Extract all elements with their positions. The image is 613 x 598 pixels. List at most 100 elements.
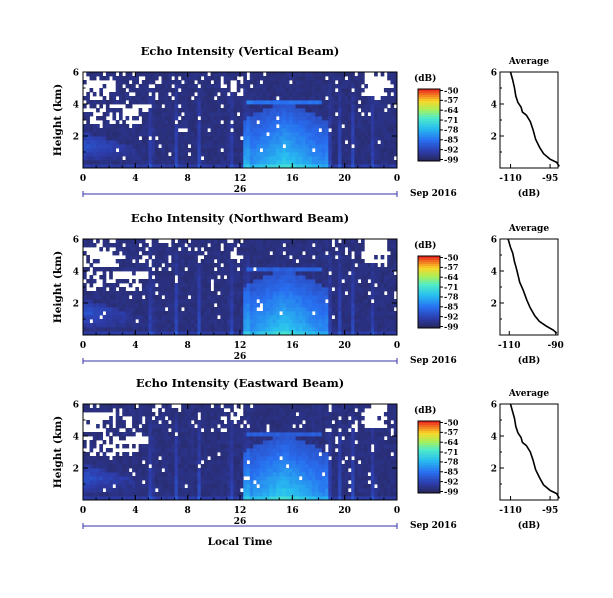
heatmap-cell	[105, 120, 110, 125]
heatmap-cell	[305, 295, 310, 300]
heatmap-cell	[190, 128, 195, 133]
heatmap-cell	[383, 152, 388, 157]
heatmap-cell	[200, 319, 205, 324]
heatmap-cell	[315, 239, 319, 244]
heatmap-cell	[295, 283, 300, 288]
heatmap-cell	[86, 432, 90, 437]
heatmap-cell	[370, 120, 375, 125]
heatmap-cell	[151, 472, 156, 477]
heatmap-cell	[370, 331, 375, 336]
average-y-tick-label: 2	[491, 133, 497, 143]
heatmap-cell	[204, 259, 208, 264]
heatmap-cell	[154, 496, 159, 501]
colorbar-tick-label: -92	[444, 311, 458, 321]
heatmap-cell	[357, 283, 362, 288]
heatmap-cell	[377, 160, 382, 165]
heatmap-cell	[338, 72, 342, 77]
heatmap-cell	[249, 295, 254, 300]
heatmap-cell	[305, 144, 310, 149]
heatmap-cell	[187, 436, 192, 441]
heatmap-cell	[154, 251, 159, 256]
heatmap-cell	[292, 164, 296, 169]
heatmap-cell	[334, 160, 339, 165]
heatmap-cell	[262, 116, 267, 121]
heatmap-cell	[266, 152, 270, 157]
heatmap-cell	[89, 100, 94, 105]
heatmap-cell	[331, 124, 336, 129]
heatmap-cell	[236, 104, 241, 109]
heatmap-cell	[289, 140, 293, 145]
heatmap-cell	[361, 160, 365, 165]
heatmap-cell	[125, 255, 130, 260]
heatmap-cell	[347, 315, 352, 320]
heatmap-cell	[190, 436, 195, 441]
heatmap-cell	[105, 243, 110, 248]
heatmap-cell	[325, 283, 329, 288]
heatmap-cell	[347, 108, 352, 113]
heatmap-cell	[115, 144, 120, 149]
heatmap-cell	[213, 136, 218, 141]
heatmap-cell	[161, 247, 166, 252]
heatmap-cell	[240, 299, 244, 304]
heatmap-cell	[393, 76, 398, 81]
heatmap-cell	[174, 315, 179, 320]
heatmap-cell	[377, 136, 382, 141]
heatmap-cell	[184, 239, 189, 244]
heatmap-cell	[370, 291, 375, 296]
heatmap-cell	[89, 124, 94, 129]
heatmap-cell	[282, 104, 287, 109]
heatmap-cell	[289, 295, 293, 300]
heatmap-cell	[253, 251, 257, 256]
heatmap-cell	[354, 295, 359, 300]
heatmap-cell	[233, 116, 238, 121]
heatmap-cell	[344, 152, 349, 157]
heatmap-cell	[262, 311, 267, 316]
heatmap-cell	[151, 428, 156, 433]
heatmap-cell	[151, 468, 156, 473]
heatmap-cell	[240, 120, 244, 125]
heatmap-cell	[338, 331, 342, 336]
heatmap-cell	[387, 315, 391, 320]
heatmap-cell	[347, 156, 352, 161]
heatmap-cell	[275, 88, 280, 93]
heatmap-cell	[154, 327, 159, 332]
heatmap-cell	[161, 484, 166, 489]
heatmap-cell	[230, 323, 234, 328]
heatmap-cell	[311, 120, 316, 125]
heatmap-cell	[128, 263, 133, 268]
heatmap-cell	[102, 456, 107, 461]
heatmap-cell	[328, 88, 332, 93]
heatmap-cell	[351, 128, 355, 133]
heatmap-cell	[390, 164, 395, 169]
heatmap-cell	[361, 327, 365, 332]
heatmap-cell	[370, 319, 375, 324]
heatmap-cell	[377, 311, 382, 316]
heatmap-cell	[161, 116, 166, 121]
heatmap-cell	[282, 76, 287, 81]
heatmap-cell	[347, 283, 352, 288]
heatmap-cell	[279, 88, 283, 93]
heatmap-cell	[246, 136, 251, 141]
heatmap-cell	[158, 416, 162, 421]
heatmap-cell	[266, 144, 270, 149]
heatmap-cell	[318, 247, 323, 252]
heatmap-cell	[181, 472, 185, 477]
heatmap-cell	[226, 104, 231, 109]
heatmap-cell	[341, 120, 346, 125]
heatmap-cell	[145, 323, 149, 328]
heatmap-cell	[298, 315, 303, 320]
heatmap-cell	[318, 243, 323, 248]
heatmap-cell	[177, 331, 182, 336]
heatmap-cell	[253, 100, 257, 105]
heatmap-cell	[217, 160, 221, 165]
heatmap-cell	[292, 112, 296, 117]
heatmap-cell	[207, 124, 211, 129]
heatmap-cell	[141, 428, 146, 433]
heatmap-cell	[246, 156, 251, 161]
heatmap-cell	[181, 267, 185, 272]
heatmap-cell	[96, 132, 100, 137]
heatmap-cell	[298, 239, 303, 244]
heatmap-cell	[168, 108, 172, 113]
heatmap-cell	[361, 148, 365, 153]
heatmap-cell	[118, 496, 123, 501]
